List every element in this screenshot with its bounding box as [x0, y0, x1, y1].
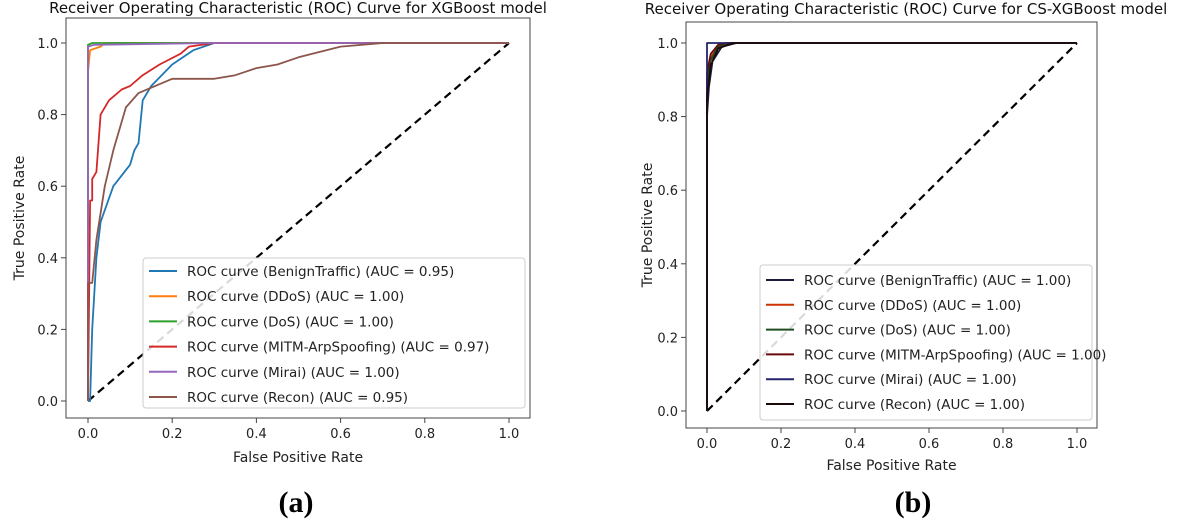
y-tick-label: 0.6 — [657, 184, 678, 199]
y-tick-label: 1.0 — [657, 37, 678, 52]
legend-label: ROC curve (Recon) (AUC = 1.00) — [804, 397, 1025, 413]
roc-series-line — [87, 42, 509, 401]
legend-label: ROC curve (MITM-ArpSpoofing) (AUC = 1.00… — [804, 347, 1106, 363]
y-tick-label: 0.0 — [657, 405, 678, 420]
x-tick-label: 0.0 — [78, 427, 99, 442]
y-tick-label: 0.4 — [37, 252, 58, 267]
legend-box — [759, 264, 1093, 421]
y-tick-label: 0.0 — [37, 395, 58, 410]
legend-label: ROC curve (DDoS) (AUC = 1.00) — [804, 298, 1021, 314]
y-tick-label: 1.0 — [37, 37, 58, 52]
x-tick-label: 0.6 — [919, 437, 940, 452]
roc-series-line — [87, 42, 509, 401]
legend-label: ROC curve (MITM-ArpSpoofing) (AUC = 0.97… — [187, 340, 489, 356]
chance-diagonal-line — [706, 42, 1078, 412]
legend-label: ROC curve (BenignTraffic) (AUC = 0.95) — [187, 264, 454, 280]
y-tick-label: 0.8 — [657, 111, 678, 126]
figure-caption: (a) — [279, 486, 314, 519]
x-tick-label: 0.6 — [330, 427, 351, 442]
x-tick-label: 0.4 — [246, 427, 267, 442]
legend-label: ROC curve (Mirai) (AUC = 1.00) — [187, 365, 400, 381]
roc-series-line — [87, 42, 509, 402]
x-tick-label: 0.8 — [414, 427, 435, 442]
x-tick-label: 0.2 — [162, 427, 183, 442]
y-axis-label: True Positive Rate — [640, 163, 656, 289]
y-tick-label: 0.2 — [657, 331, 678, 346]
figure-caption: (b) — [895, 486, 932, 519]
roc-series-line — [88, 42, 509, 402]
x-tick-label: 0.4 — [845, 437, 866, 452]
legend-label: ROC curve (Mirai) (AUC = 1.00) — [804, 372, 1017, 388]
x-tick-label: 1.0 — [499, 427, 520, 442]
x-axis-label: False Positive Rate — [233, 450, 363, 466]
legend-label: ROC curve (DDoS) (AUC = 1.00) — [187, 289, 404, 305]
chart-a: 0.0 0.2 0.4 0.6 0.8 1.0 0.0 0.2 0.4 0.6 0.8 1.0 Rece… — [12, 0, 547, 519]
y-tick-label: 0.4 — [657, 258, 678, 273]
x-tick-label: 0.0 — [697, 437, 718, 452]
y-tick-label: 0.6 — [37, 180, 58, 195]
x-tick-label: 0.2 — [771, 437, 792, 452]
x-tick-label: 1.0 — [1067, 437, 1088, 452]
legend-label: ROC curve (DoS) (AUC = 1.00) — [804, 323, 1011, 339]
roc-series-line — [706, 42, 1077, 411]
legend-label: ROC curve (Recon) (AUC = 0.95) — [187, 390, 408, 406]
x-axis-label: False Positive Rate — [826, 458, 956, 474]
y-tick-label: 0.2 — [37, 323, 58, 338]
x-tick-label: 0.8 — [993, 437, 1014, 452]
chart-title: Receiver Operating Characteristic (ROC) … — [645, 0, 1168, 18]
y-axis-label: True Positive Rate — [12, 156, 28, 282]
legend-label: ROC curve (BenignTraffic) (AUC = 1.00) — [804, 273, 1071, 289]
legend-box — [142, 257, 526, 409]
plot-frame — [685, 21, 1098, 429]
y-tick-label: 0.8 — [37, 109, 58, 124]
chart-title: Receiver Operating Characteristic (ROC) … — [49, 0, 547, 17]
plot-frame — [65, 17, 531, 419]
legend-label: ROC curve (DoS) (AUC = 1.00) — [187, 314, 394, 330]
chart-b: 0.0 0.2 0.4 0.6 0.8 1.0 0.0 0.2 0.4 0.6 0.8 1.0 Rece… — [640, 0, 1167, 519]
